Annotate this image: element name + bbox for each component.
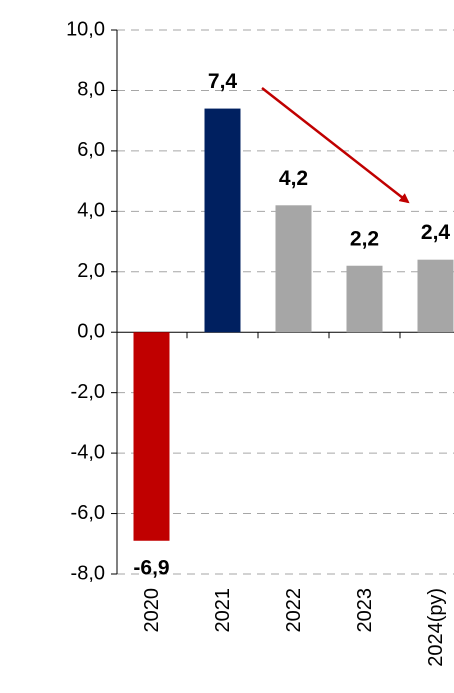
x-tick-label: 2020	[141, 588, 163, 633]
y-tick-label: -4,0	[71, 441, 105, 463]
y-tick-label: 6,0	[77, 139, 105, 161]
y-tick-label: -8,0	[71, 562, 105, 584]
y-tick-label: -2,0	[71, 381, 105, 403]
y-tick-label: 2,0	[77, 260, 105, 282]
chart: -8,0 -6,0 -4,0 -2,0 0,0 2,0 4,0 6,0 8,0 10,0 2020 -…	[0, 0, 454, 693]
x-tick-label: 2024(ру)	[425, 588, 447, 667]
bar	[205, 109, 241, 333]
value-label: 7,4	[208, 70, 238, 93]
bar	[134, 332, 170, 541]
value-label: 2,2	[350, 227, 379, 250]
bar	[418, 260, 454, 333]
y-tick-label: 10,0	[66, 18, 105, 40]
value-label: -6,9	[133, 556, 169, 579]
labels: -8,0 -6,0 -4,0 -2,0 0,0 2,0 4,0 6,0 8,0 10,0 2020 -…	[66, 18, 450, 666]
value-label: 2,4	[421, 221, 451, 244]
x-tick-label: 2021	[212, 588, 234, 633]
y-tick-label: -6,0	[71, 502, 105, 524]
y-tick-label: 0,0	[77, 321, 105, 343]
x-tick-label: 2022	[283, 588, 305, 633]
y-tick-label: 8,0	[77, 79, 105, 101]
value-label: 4,2	[279, 167, 308, 190]
y-tick-label: 4,0	[77, 200, 105, 222]
bar	[276, 205, 312, 332]
x-tick-label: 2023	[354, 588, 376, 633]
bar	[347, 266, 383, 332]
